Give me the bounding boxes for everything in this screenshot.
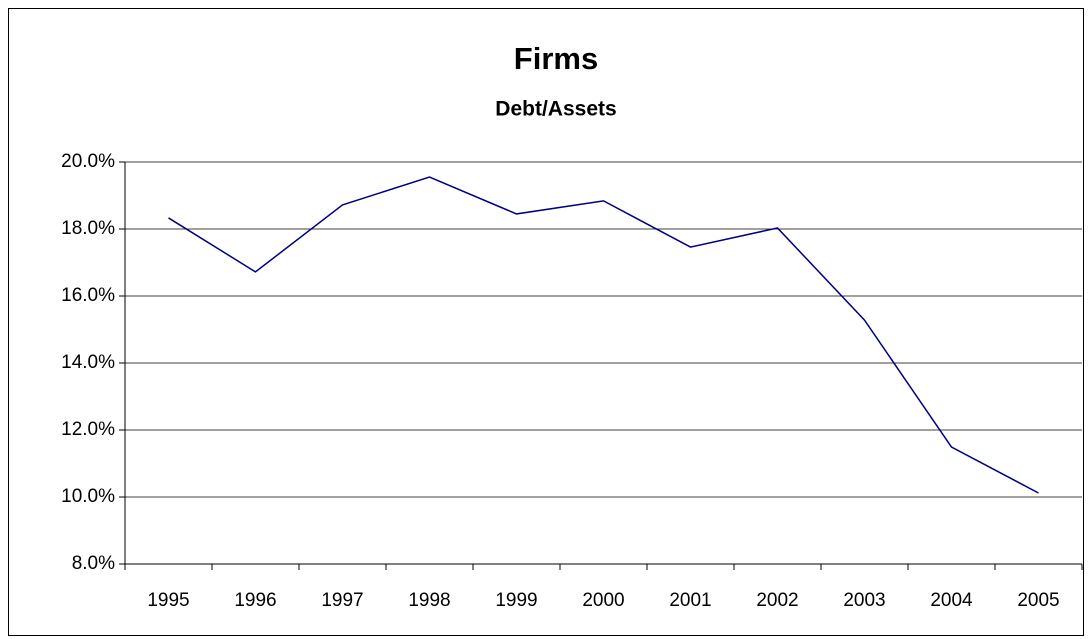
x-tick-label: 1996 — [234, 590, 276, 611]
x-tick-label: 2001 — [669, 590, 711, 611]
x-tick-label: 2004 — [930, 590, 973, 611]
chart-border — [8, 8, 1084, 636]
y-tick-label: 18.0% — [61, 218, 115, 239]
y-tick-label: 14.0% — [61, 352, 115, 373]
x-tick-label: 2005 — [1017, 590, 1059, 611]
y-tick-label: 16.0% — [61, 285, 115, 306]
chart-title: Firms — [514, 41, 598, 76]
y-tick-label: 20.0% — [61, 151, 115, 172]
x-tick-label: 1998 — [408, 590, 450, 611]
data-line — [168, 176, 1039, 494]
x-tick-label: 1995 — [147, 590, 189, 611]
x-tick-label: 2002 — [756, 590, 798, 611]
y-tick-label: 10.0% — [61, 486, 115, 507]
y-tick-label: 12.0% — [61, 419, 115, 440]
y-tick-label: 8.0% — [72, 553, 115, 574]
chart-subtitle: Debt/Assets — [495, 98, 616, 121]
x-tick-label: 2003 — [843, 590, 885, 611]
x-tick-label: 1997 — [321, 590, 363, 611]
x-tick-label: 2000 — [582, 590, 624, 611]
x-tick-label: 1999 — [495, 590, 537, 611]
